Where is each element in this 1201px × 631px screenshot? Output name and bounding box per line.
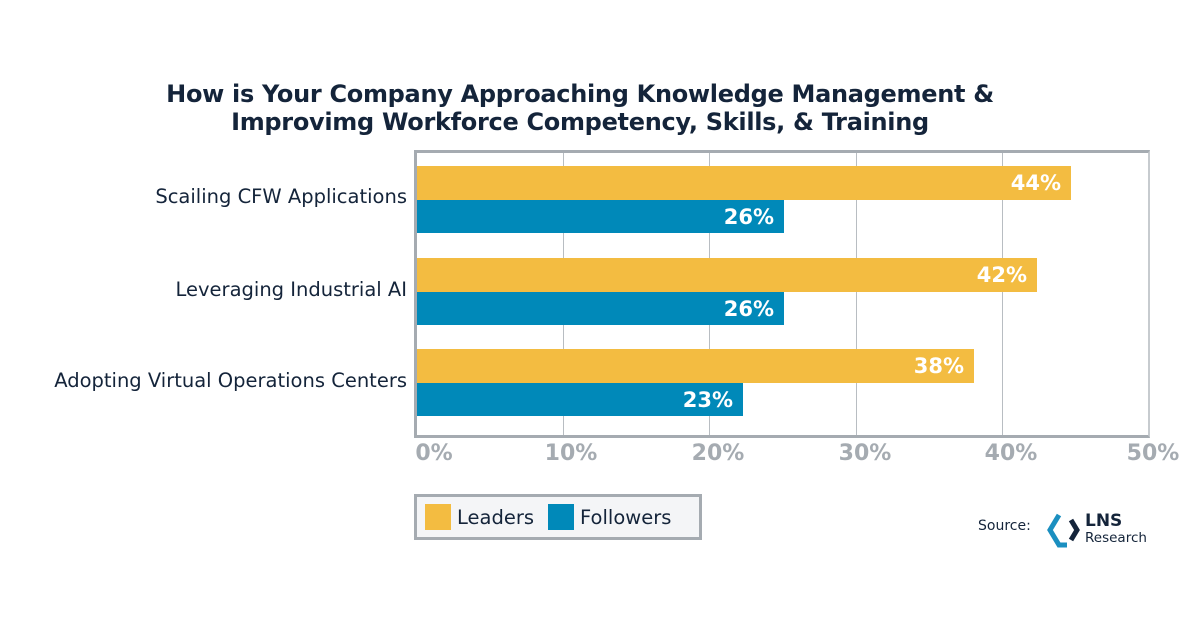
logo-brand-research: Research <box>1085 530 1147 546</box>
x-tick: 40% <box>984 441 1038 466</box>
data-label: 42% <box>976 263 1027 287</box>
x-tick: 30% <box>838 441 892 466</box>
legend-label: Leaders <box>457 505 535 529</box>
chart-title: How is Your Company Approaching Knowledg… <box>0 80 1160 136</box>
data-label: 26% <box>723 204 774 229</box>
gridline <box>1002 153 1003 435</box>
bar-followers-scaling-cfw: 26% <box>417 200 784 233</box>
legend: Leaders Followers <box>414 494 702 540</box>
chart-title-line-2: Improvimg Workforce Competency, Skills, … <box>231 108 929 136</box>
legend-item-followers: Followers <box>548 504 671 530</box>
data-label: 23% <box>682 387 733 412</box>
x-tick: 50% <box>1126 441 1180 466</box>
bar-followers-industrial-ai: 26% <box>417 292 784 325</box>
data-label: 26% <box>723 296 774 321</box>
lns-logo-icon <box>1047 513 1080 548</box>
data-label: 44% <box>1010 171 1061 195</box>
legend-swatch-leaders <box>425 504 451 530</box>
x-tick: 20% <box>691 441 745 466</box>
bar-followers-virtual-ops: 23% <box>417 383 743 416</box>
logo-brand-lns: LNS <box>1085 511 1123 531</box>
plot-area: 44% 26% 42% 26% 38% 23% <box>414 150 1150 438</box>
category-label: Adopting Virtual Operations Centers <box>54 369 407 392</box>
x-tick: 0% <box>415 441 453 466</box>
chart-title-line-1: How is Your Company Approaching Knowledg… <box>166 80 994 108</box>
gridline <box>856 153 857 435</box>
legend-label: Followers <box>580 505 672 529</box>
category-label: Leveraging Industrial AI <box>175 278 408 301</box>
legend-item-leaders: Leaders <box>425 504 534 530</box>
bar-leaders-virtual-ops: 38% <box>417 349 974 383</box>
x-tick: 10% <box>544 441 598 466</box>
legend-swatch-followers <box>548 504 575 530</box>
source-label: Source: <box>978 518 1031 534</box>
bar-leaders-industrial-ai: 42% <box>417 258 1037 292</box>
bar-leaders-scaling-cfw: 44% <box>417 166 1071 200</box>
data-label: 38% <box>913 354 964 378</box>
category-label: Scailing CFW Applications <box>155 185 407 208</box>
